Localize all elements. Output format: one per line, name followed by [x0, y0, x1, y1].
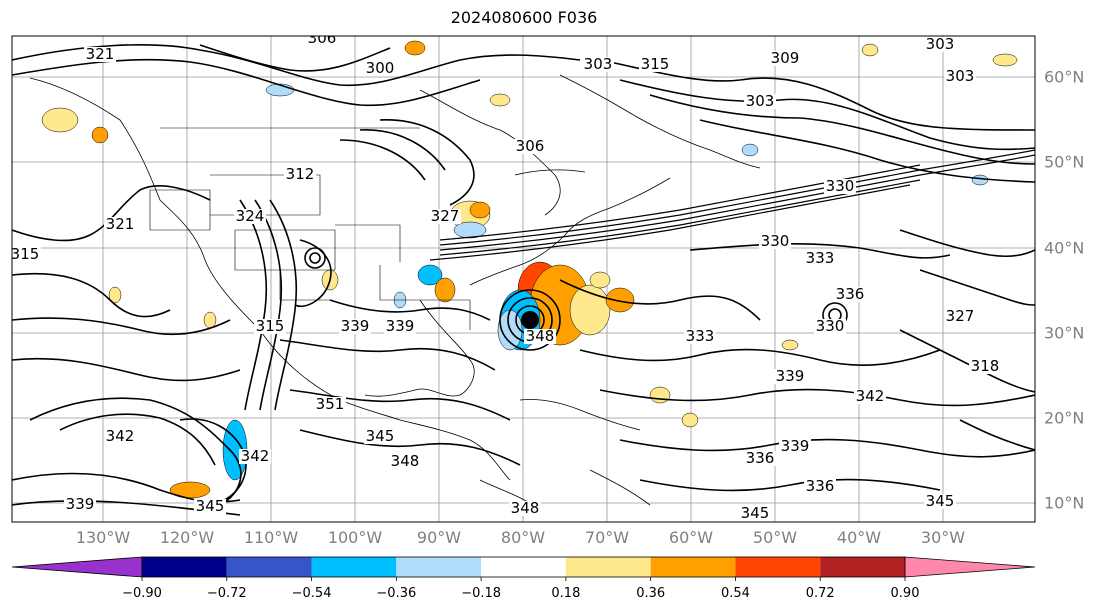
lat-label: 60°N: [1044, 67, 1085, 87]
colorbar-tick-label: 0.36: [636, 586, 665, 601]
contour-label: 333: [686, 327, 715, 345]
colorbar-tick-label: −0.36: [376, 586, 416, 601]
contour-label: 342: [856, 387, 885, 405]
contour-label: 339: [66, 495, 95, 513]
contour-label: 300: [366, 59, 395, 77]
contour-label: 339: [776, 367, 805, 385]
contour-label: 339: [386, 317, 415, 335]
lat-label: 10°N: [1044, 493, 1085, 513]
contour-label: 315: [256, 317, 285, 335]
colorbar: −0.90 −0.72 −0.54 −0.36 −0.18 0.18 0.36 0.54 0.7…: [11, 556, 1036, 601]
contour-label: 342: [106, 427, 135, 445]
map-title: 2024080600 F036: [450, 8, 598, 27]
contour-label-layer: 3213063003033063093033033003153273123213…: [11, 29, 1001, 522]
colorbar-bin: [650, 557, 736, 577]
lat-label: 40°N: [1044, 238, 1085, 258]
contour-label: 303: [926, 35, 955, 53]
contour-label: 318: [971, 357, 1000, 375]
contour-label: 309: [771, 49, 800, 67]
coastlines: [29, 74, 761, 511]
contour-label: 321: [86, 45, 115, 63]
lon-label: 30°W: [920, 528, 966, 547]
contour-label: 306: [308, 29, 337, 47]
lat-label: 20°N: [1044, 408, 1085, 428]
contour-label: 306: [516, 137, 545, 155]
lon-label: 90°W: [416, 528, 462, 547]
colorbar-tick-label: 0.72: [806, 586, 835, 601]
contour-label: 333: [806, 249, 835, 267]
contour-label: 321: [106, 215, 135, 233]
lon-label: 130°W: [75, 528, 131, 547]
contour-label: 342: [241, 447, 270, 465]
lon-label: 40°W: [836, 528, 882, 547]
contour-label: 327: [946, 307, 975, 325]
colorbar-tick-label: 0.54: [721, 586, 750, 601]
contour-label: 315: [641, 55, 670, 73]
contour-label: 303: [746, 92, 775, 110]
lon-label: 80°W: [500, 528, 546, 547]
border-lines: [149, 127, 471, 330]
colorbar-tick-label: −0.90: [122, 586, 162, 601]
lon-label: 110°W: [243, 528, 299, 547]
contour-label: 324: [236, 207, 265, 225]
lon-label: 50°W: [752, 528, 798, 547]
colorbar-bin: [396, 557, 482, 577]
contour-label: 345: [196, 497, 225, 515]
lon-label: 120°W: [159, 528, 215, 547]
colorbar-over-arrow: [904, 556, 1036, 578]
lon-label: 70°W: [584, 528, 630, 547]
lon-label: 100°W: [327, 528, 383, 547]
contour-label: 348: [391, 452, 420, 470]
contour-label: 339: [341, 317, 370, 335]
contour-label: 330: [761, 232, 790, 250]
colorbar-bin: [142, 557, 227, 577]
lon-label: 60°W: [668, 528, 714, 547]
contour-label: 345: [741, 504, 770, 522]
contour-label: 348: [511, 499, 540, 517]
lat-label: 50°N: [1044, 152, 1085, 172]
contour-label: 336: [836, 285, 865, 303]
contour-label: 315: [11, 245, 40, 263]
contour-label: 336: [746, 449, 775, 467]
colorbar-bin: [735, 557, 821, 577]
colorbar-tick-label: 0.90: [891, 586, 920, 601]
contour-label: 345: [926, 492, 955, 510]
contour-label: 348: [526, 327, 555, 345]
contour-label: 303: [946, 67, 975, 85]
contour-label: 312: [286, 165, 315, 183]
contour-label: 345: [366, 427, 395, 445]
colorbar-tick-label: −0.54: [292, 586, 332, 601]
colorbar-tick-label: −0.72: [207, 586, 247, 601]
contour-label: 327: [431, 207, 460, 225]
contour-label: 339: [781, 437, 810, 455]
contour-label: 330: [826, 177, 855, 195]
contour-label: 336: [806, 477, 835, 495]
colorbar-under-arrow: [11, 556, 143, 578]
contour-label: 330: [816, 317, 845, 335]
colorbar-bin: [481, 557, 566, 577]
contour-label: 303: [584, 55, 613, 73]
lat-label: 30°N: [1044, 323, 1085, 343]
colorbar-bin: [226, 557, 312, 577]
contour-label: 351: [316, 395, 345, 413]
colorbar-tick-label: −0.18: [461, 586, 501, 601]
colorbar-bin: [820, 557, 905, 577]
colorbar-tick-label: 0.18: [551, 586, 580, 601]
colorbar-bin: [311, 557, 397, 577]
colorbar-bin: [565, 557, 651, 577]
